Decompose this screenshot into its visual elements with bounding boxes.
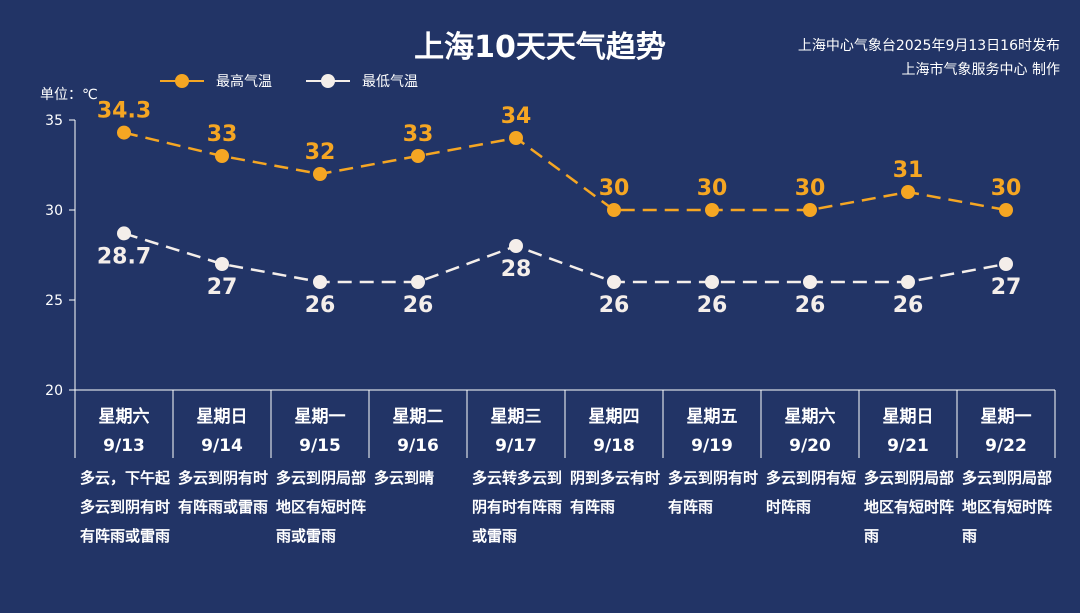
weather-description: 多云到阴局部地区有短时阵雨 [962, 469, 1053, 545]
issuer-line-2: 上海市气象服务中心 制作 [901, 62, 1060, 78]
legend: 最高气温 最低气温 [160, 70, 452, 92]
weather-description: 多云到阴有短时阵雨 [766, 469, 857, 516]
low-temp-point [117, 226, 131, 241]
date-label: 9/22 [985, 436, 1027, 456]
low-temp-label: 27 [207, 275, 238, 300]
weather-description: 多云到阴有时有阵雨或雷雨 [178, 469, 269, 516]
legend-label-high: 最高气温 [216, 74, 272, 90]
issuer-line-1: 上海中心气象台2025年9月13日16时发布 [797, 38, 1060, 54]
high-temp-point [117, 125, 131, 140]
date-label: 9/18 [593, 436, 635, 456]
high-temp-label: 30 [599, 176, 630, 201]
low-temp-point [313, 275, 327, 289]
y-tick-label: 25 [45, 293, 63, 309]
low-temp-point [411, 275, 425, 289]
weekday-label: 星期日 [883, 407, 934, 427]
low-temp-label: 28 [501, 257, 532, 282]
weekday-label: 星期五 [687, 407, 738, 427]
high-temp-label: 33 [403, 122, 434, 147]
issuer-info: 上海中心气象台2025年9月13日16时发布 上海市气象服务中心 制作 [798, 34, 1060, 82]
date-label: 9/14 [201, 436, 243, 456]
low-temp-label: 27 [991, 275, 1022, 300]
high-temp-point [901, 185, 915, 199]
low-temp-point [705, 275, 719, 289]
low-temp-label: 26 [893, 293, 924, 318]
weekday-label: 星期六 [99, 406, 150, 427]
low-temp-label: 26 [697, 293, 728, 318]
low-temp-point [215, 257, 229, 271]
weather-description: 多云到晴 [374, 469, 435, 487]
date-label: 9/21 [887, 436, 929, 456]
low-temp-label: 26 [305, 293, 336, 318]
legend-swatch-low [306, 74, 350, 88]
high-temp-label: 30 [991, 176, 1022, 201]
date-label: 9/13 [103, 436, 145, 456]
low-temp-label: 26 [403, 293, 434, 318]
weekday-label: 星期日 [197, 407, 248, 427]
high-temp-point [999, 203, 1013, 217]
high-temp-point [803, 203, 817, 217]
weather-description: 多云转多云到阴有时有阵雨或雷雨 [472, 469, 563, 545]
date-label: 9/15 [299, 436, 341, 456]
high-temp-point [509, 131, 523, 145]
weather-description: 多云到阴有时有阵雨 [668, 469, 759, 516]
legend-item-low: 最低气温 [306, 71, 418, 91]
high-temp-point [607, 203, 621, 217]
high-temp-point [313, 167, 327, 181]
high-temp-label: 32 [305, 140, 336, 165]
low-temp-point [607, 275, 621, 289]
legend-label-low: 最低气温 [362, 74, 418, 90]
y-tick-label: 30 [45, 203, 63, 219]
date-label: 9/16 [397, 436, 439, 456]
weekday-label: 星期一 [295, 407, 346, 427]
weather-description: 多云到阴局部地区有短时阵雨 [864, 469, 955, 545]
high-temp-point [411, 149, 425, 163]
high-temp-label: 34.3 [97, 99, 151, 124]
high-temp-label: 34 [501, 104, 532, 129]
weekday-label: 星期六 [785, 406, 836, 427]
y-tick-label: 35 [45, 113, 63, 129]
weekday-label: 星期一 [981, 407, 1032, 427]
unit-label: 单位：℃ [40, 87, 98, 103]
low-temp-point [509, 239, 523, 253]
weekday-label: 星期四 [589, 407, 640, 427]
low-temp-label: 28.7 [97, 244, 151, 269]
weekday-label: 星期二 [393, 407, 444, 427]
high-temp-label: 31 [893, 158, 924, 183]
date-label: 9/19 [691, 436, 733, 456]
high-temp-label: 30 [795, 176, 826, 201]
low-temp-label: 26 [795, 293, 826, 318]
weather-description: 多云到阴局部地区有短时阵雨或雷雨 [276, 469, 367, 545]
high-temp-label: 30 [697, 176, 728, 201]
low-temp-point [999, 257, 1013, 271]
high-temp-label: 33 [207, 122, 238, 147]
low-temp-point [901, 275, 915, 289]
weather-description: 阴到多云有时有阵雨 [570, 469, 661, 516]
date-label: 9/17 [495, 436, 537, 456]
page-title: 上海10天天气趋势 [414, 30, 666, 65]
y-tick-label: 20 [45, 383, 63, 399]
low-temp-label: 26 [599, 293, 630, 318]
high-temp-line [123, 131, 1007, 212]
legend-item-high: 最高气温 [160, 71, 272, 91]
high-temp-point [215, 149, 229, 163]
legend-swatch-high [160, 74, 204, 88]
date-label: 9/20 [789, 436, 831, 456]
weather-description: 多云，下午起多云到阴有时有阵雨或雷雨 [80, 469, 171, 545]
low-temp-point [803, 275, 817, 289]
high-temp-point [705, 203, 719, 217]
low-temp-line [123, 232, 1007, 284]
weekday-label: 星期三 [491, 407, 542, 427]
